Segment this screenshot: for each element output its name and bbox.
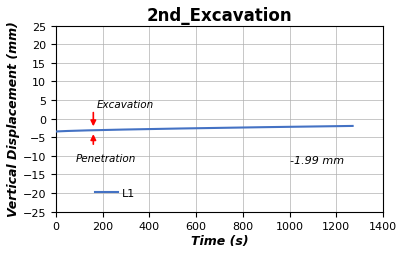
Text: -1.99 mm: -1.99 mm (290, 155, 344, 166)
Legend: L1: L1 (91, 184, 140, 202)
Text: Penetration: Penetration (76, 153, 136, 163)
Text: Excavation: Excavation (97, 99, 154, 109)
Y-axis label: Vertical Displacement (mm): Vertical Displacement (mm) (7, 22, 20, 217)
X-axis label: Time (s): Time (s) (191, 234, 248, 247)
Title: 2nd_Excavation: 2nd_Excavation (147, 7, 292, 25)
